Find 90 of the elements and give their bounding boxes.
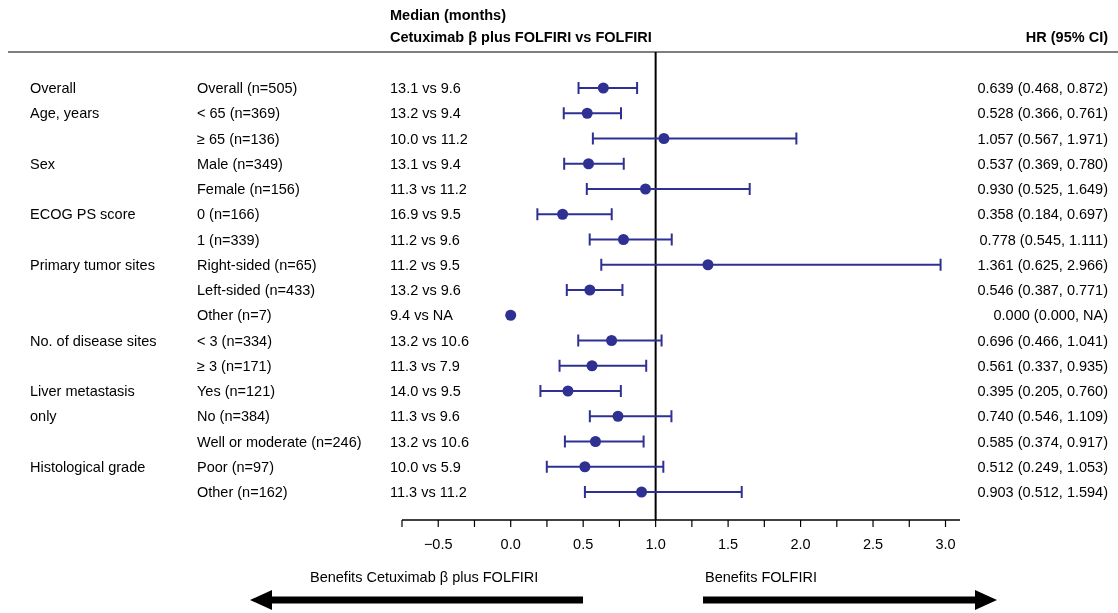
y-tick-label: Female (n=156) [197, 181, 300, 197]
point [658, 133, 670, 144]
text: Cetuximab β plus FOLFIRI vs FOLFIRI [390, 29, 652, 45]
point [562, 385, 574, 397]
point [612, 410, 624, 422]
x-tick-label: 2.5 [862, 536, 884, 552]
annotation: 14.0 vs 9.5 [390, 383, 461, 399]
x-tick-label: 0.5 [573, 536, 594, 552]
y-tick-label: Right-sided (n=65) [197, 256, 317, 273]
annotation: 10.0 vs 11.2 [390, 130, 468, 147]
point [586, 360, 598, 372]
point [505, 309, 517, 321]
data-label: 0.778 (0.545, 1.111) [979, 231, 1108, 248]
point [639, 183, 651, 195]
x-tick-label: 3.0 [935, 536, 956, 552]
point [584, 284, 596, 296]
text: Median (months) [390, 7, 507, 23]
annotation: 11.3 vs 9.6 [390, 408, 460, 425]
y-tick-label: Other (n=7) [197, 307, 272, 324]
text: ECOG PS score [30, 206, 136, 223]
annotation: 13.2 vs 9.4 [390, 105, 461, 122]
annotation: 11.2 vs 9.5 [390, 256, 460, 273]
text: Liver metastasis [30, 383, 135, 399]
y-tick-label: No (n=384) [197, 408, 270, 425]
data-label: 0.528 (0.366, 0.761) [977, 105, 1108, 122]
y-tick-label: Poor (n=97) [197, 458, 274, 475]
point [636, 486, 648, 498]
data-label: 0.740 (0.546, 1.109) [977, 408, 1108, 425]
text: only [30, 408, 58, 425]
y-tick-label: < 65 (n=369) [197, 105, 281, 122]
point [617, 234, 629, 245]
data-label: 0.696 (0.466, 1.041) [977, 332, 1108, 349]
text: No. of disease sites [30, 332, 157, 349]
data-label: 0.561 (0.337, 0.935) [977, 357, 1108, 374]
x-tick-label: 0.0 [500, 536, 521, 552]
annotation: 13.2 vs 10.6 [390, 433, 469, 450]
x-tick-label: 1.0 [645, 536, 666, 552]
data-label: 0.358 (0.184, 0.697) [977, 206, 1108, 223]
y-tick-label: 1 (n=339) [197, 231, 260, 248]
annotation: 10.0 vs 5.9 [390, 458, 461, 475]
data-label: 0.930 (0.525, 1.649) [977, 181, 1108, 197]
y-tick-label: 0 (n=166) [197, 206, 260, 223]
x-tick-label: 1.5 [718, 536, 739, 552]
text: Benefits FOLFIRI [705, 569, 818, 585]
text: Histological grade [30, 458, 146, 475]
point [579, 461, 591, 473]
text: HR (95% CI) [1025, 29, 1109, 45]
annotation: 11.2 vs 9.6 [390, 231, 460, 248]
point [606, 335, 618, 346]
annotation: 9.4 vs NA [390, 307, 454, 324]
y-tick-label: Male (n=349) [197, 155, 283, 172]
data-label: 0.903 (0.512, 1.594) [977, 484, 1108, 500]
y-tick-label: Yes (n=121) [197, 383, 276, 399]
annotation: 13.2 vs 10.6 [390, 332, 469, 349]
point [589, 436, 601, 447]
point [557, 208, 569, 220]
text: Age, years [30, 105, 100, 122]
data-label: 0.585 (0.374, 0.917) [977, 433, 1108, 450]
data-label: 0.639 (0.468, 0.872) [977, 80, 1108, 96]
data-label: 1.057 (0.567, 1.971) [977, 130, 1108, 147]
y-tick-label: ≥ 65 (n=136) [197, 130, 280, 147]
data-label: 0.395 (0.205, 0.760) [977, 383, 1108, 399]
y-tick-label: ≥ 3 (n=171) [197, 357, 272, 374]
y-tick-label: < 3 (n=334) [197, 332, 272, 349]
point [583, 158, 595, 170]
data-label: 0.512 (0.249, 1.053) [977, 458, 1108, 475]
y-tick-label: Other (n=162) [197, 484, 288, 500]
text: Benefits Cetuximab β plus FOLFIRI [310, 569, 539, 585]
annotation: 13.1 vs 9.4 [390, 155, 461, 172]
y-tick-label: Overall (n=505) [197, 80, 298, 96]
text: Sex [30, 155, 56, 172]
data-label: 1.361 (0.625, 2.966) [977, 256, 1108, 273]
x-tick-label: −0.5 [423, 536, 453, 552]
text: Primary tumor sites [30, 256, 155, 273]
point [597, 82, 609, 94]
y-tick-label: Left-sided (n=433) [197, 282, 316, 298]
point [581, 107, 593, 119]
data-label: 0.000 (0.000, NA) [993, 307, 1108, 324]
x-tick-label: 2.0 [790, 536, 811, 552]
annotation: 11.3 vs 7.9 [390, 357, 460, 374]
annotation: 13.2 vs 9.6 [390, 282, 461, 298]
data-label: 0.546 (0.387, 0.771) [977, 282, 1108, 298]
text: Overall [30, 80, 76, 96]
annotation: 11.3 vs 11.2 [390, 181, 467, 197]
point [702, 259, 714, 271]
annotation: 13.1 vs 9.6 [390, 80, 461, 96]
y-tick-label: Well or moderate (n=246) [197, 433, 362, 450]
data-label: 0.537 (0.369, 0.780) [977, 155, 1108, 172]
annotation: 16.9 vs 9.5 [390, 206, 461, 223]
annotation: 11.3 vs 11.2 [390, 484, 467, 500]
